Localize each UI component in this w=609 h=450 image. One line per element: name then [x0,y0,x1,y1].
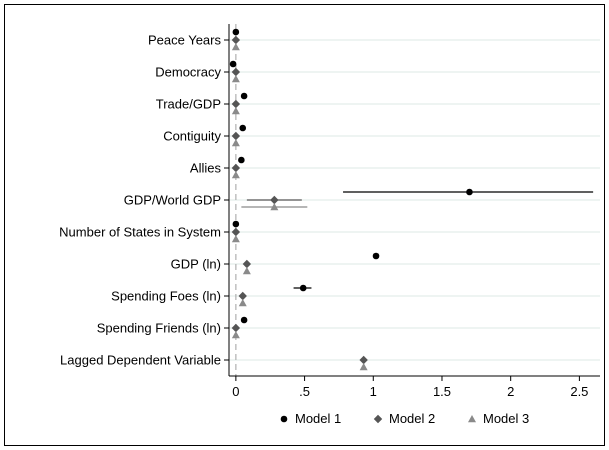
point-model-3 [231,107,240,115]
point-model-2 [270,195,279,205]
series-model-1 [229,28,594,324]
series-model-2 [231,35,368,365]
point-model-1 [240,92,248,100]
point-model-1 [229,60,237,68]
point-model-1 [238,156,245,164]
legend-item-model-1: Model 1 [280,411,341,426]
point-model-1 [232,220,240,228]
point-model-3 [238,299,247,307]
y-tick-label-spending-foes-ln: Spending Foes (ln) [111,289,221,304]
legend-marker [280,415,288,423]
legend-label: Model 3 [483,411,529,426]
point-model-2 [231,99,241,109]
x-tick-label: .5 [299,384,310,399]
point-model-2 [231,163,241,173]
x-tick-label: 0 [232,384,239,399]
legend-label: Model 2 [389,411,435,426]
point-model-3 [242,267,251,275]
point-model-1 [372,252,380,260]
point-model-3 [270,203,279,211]
y-tick-label-spending-friends-ln: Spending Friends (ln) [97,321,221,336]
y-tick-label-trade-gdp: Trade/GDP [156,97,221,112]
legend-item-model-2: Model 2 [373,411,435,426]
point-model-3 [359,363,368,371]
point-model-3 [231,235,240,243]
y-tick-label-gdp-world-gdp: GDP/World GDP [124,193,221,208]
point-model-2 [231,131,241,141]
y-tick-label-gdp-ln: GDP (ln) [171,257,221,272]
y-tick-label-allies: Allies [190,161,222,176]
y-tick-label-democracy: Democracy [155,65,221,80]
legend-item-model-3: Model 3 [468,411,529,426]
point-model-1 [232,28,240,36]
point-model-1 [239,124,247,132]
x-tick-label: 2 [507,384,514,399]
y-tick-label-contiguity: Contiguity [163,129,221,144]
y-tick-label-peace-years: Peace Years [148,33,222,48]
y-tick-label-number-of-states-in-system: Number of States in System [59,225,221,240]
point-model-2 [238,291,247,301]
legend-label: Model 1 [295,411,341,426]
legend-marker [373,414,383,424]
x-tick-label: 1.5 [433,384,451,399]
point-model-2 [231,67,241,77]
point-model-3 [231,43,240,51]
y-tick-label-lagged-dependent-variable: Lagged Dependent Variable [60,353,221,368]
point-model-3 [231,139,240,147]
x-tick-label: 1 [370,384,377,399]
point-model-1 [466,188,473,196]
point-model-1 [299,284,307,292]
point-model-1 [240,316,248,324]
point-model-3 [231,331,240,339]
point-model-2 [359,355,368,365]
x-tick-label: 2.5 [570,384,588,399]
point-model-2 [231,323,241,333]
figure-frame [4,4,605,446]
point-model-2 [242,259,252,269]
point-model-3 [231,75,240,83]
point-model-2 [231,35,241,45]
point-model-3 [231,171,240,179]
legend-marker [468,415,476,423]
series-model-3 [231,43,368,371]
point-model-2 [231,227,241,237]
